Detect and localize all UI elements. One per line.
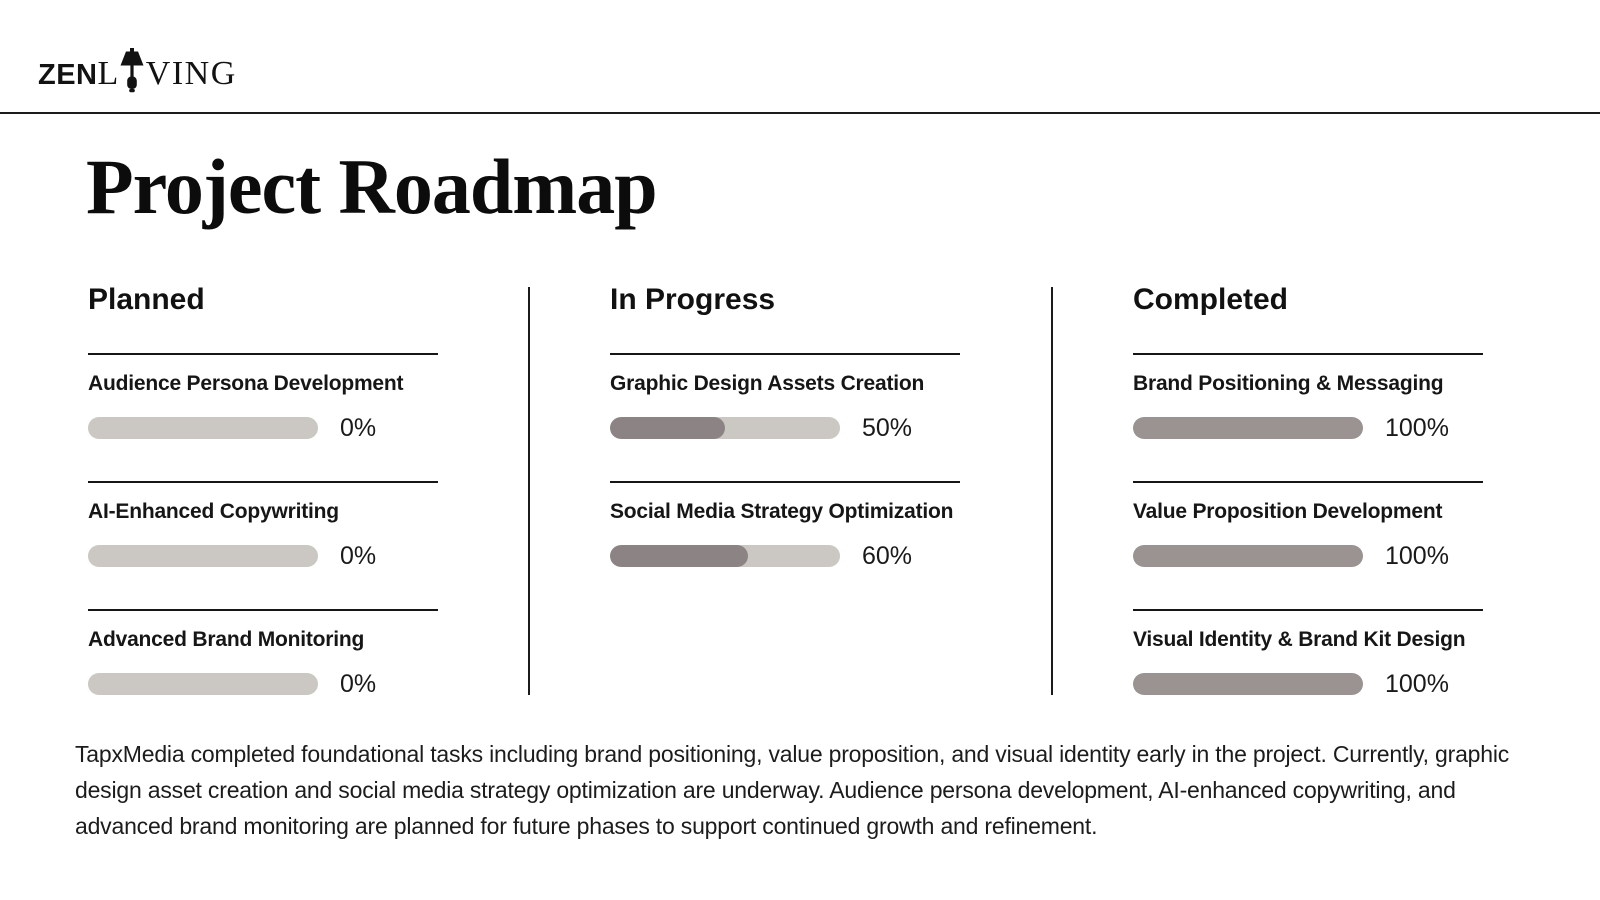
progress-bar	[88, 545, 318, 567]
column-header-planned: Planned	[88, 283, 205, 316]
page-title: Project Roadmap	[86, 143, 658, 230]
column-divider	[1051, 287, 1053, 695]
task-title: Graphic Design Assets Creation	[610, 372, 925, 395]
progress-row: 0%	[88, 542, 438, 570]
column-completed: Completed Brand Positioning & Messaging …	[1133, 283, 1483, 698]
task-title: Social Media Strategy Optimization	[610, 500, 954, 523]
column-header-in-progress: In Progress	[610, 283, 776, 316]
brand-logo[interactable]: ZENL VING	[38, 48, 237, 96]
task-title: Brand Positioning & Messaging	[1133, 372, 1444, 395]
column-planned: Planned Audience Persona Development 0% …	[88, 283, 438, 698]
logo-text-ving: VING	[145, 55, 237, 92]
progress-bar-fill	[610, 545, 748, 567]
progress-bar	[610, 545, 840, 567]
progress-bar	[610, 417, 840, 439]
progress-bar-fill	[610, 417, 725, 439]
task-item: Brand Positioning & Messaging 100%	[1133, 353, 1483, 481]
progress-percent-label: 60%	[862, 541, 913, 570]
task-title: Advanced Brand Monitoring	[88, 628, 365, 651]
progress-bar	[88, 673, 318, 695]
roadmap-board: Planned Audience Persona Development 0% …	[0, 283, 1600, 703]
task-item: Social Media Strategy Optimization 60%	[610, 481, 960, 570]
task-item: Audience Persona Development 0%	[88, 353, 438, 481]
logo-text-zen: ZEN	[38, 59, 98, 91]
progress-row: 0%	[88, 414, 438, 442]
progress-bar	[1133, 673, 1363, 695]
progress-bar-fill	[1133, 545, 1363, 567]
column-in-progress: In Progress Graphic Design Assets Creati…	[610, 283, 960, 570]
table-lamp-icon	[120, 48, 144, 93]
column-divider	[528, 287, 530, 695]
top-bar: ZENL VING	[0, 0, 1600, 114]
logo-text-l: L	[97, 55, 120, 92]
task-item: Value Proposition Development 100%	[1133, 481, 1483, 609]
column-header-completed: Completed	[1133, 283, 1289, 316]
task-title: Audience Persona Development	[88, 372, 404, 395]
task-item: Visual Identity & Brand Kit Design 100%	[1133, 609, 1483, 698]
progress-percent-label: 50%	[862, 413, 913, 442]
task-item: Graphic Design Assets Creation 50%	[610, 353, 960, 481]
summary-paragraph: TapxMedia completed foundational tasks i…	[75, 741, 1510, 839]
task-item: Advanced Brand Monitoring 0%	[88, 609, 438, 698]
progress-row: 60%	[610, 542, 960, 570]
progress-percent-label: 100%	[1385, 413, 1449, 442]
progress-row: 100%	[1133, 670, 1483, 698]
progress-percent-label: 0%	[340, 413, 377, 442]
progress-row: 0%	[88, 670, 438, 698]
progress-percent-label: 0%	[340, 669, 377, 698]
progress-row: 100%	[1133, 414, 1483, 442]
progress-bar	[1133, 545, 1363, 567]
task-title: AI-Enhanced Copywriting	[88, 500, 339, 523]
task-item: AI-Enhanced Copywriting 0%	[88, 481, 438, 609]
progress-row: 50%	[610, 414, 960, 442]
progress-bar	[88, 417, 318, 439]
progress-row: 100%	[1133, 542, 1483, 570]
progress-percent-label: 100%	[1385, 669, 1449, 698]
progress-percent-label: 100%	[1385, 541, 1449, 570]
progress-bar	[1133, 417, 1363, 439]
progress-percent-label: 0%	[340, 541, 377, 570]
progress-bar-fill	[1133, 673, 1363, 695]
task-title: Visual Identity & Brand Kit Design	[1133, 628, 1466, 651]
task-title: Value Proposition Development	[1133, 500, 1443, 523]
progress-bar-fill	[1133, 417, 1363, 439]
